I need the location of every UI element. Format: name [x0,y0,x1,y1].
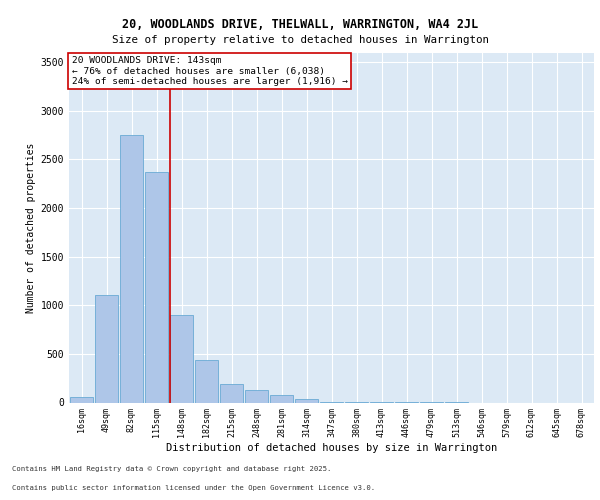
Bar [245,390,268,402]
X-axis label: Distribution of detached houses by size in Warrington: Distribution of detached houses by size … [166,443,497,453]
Text: 20, WOODLANDS DRIVE, THELWALL, WARRINGTON, WA4 2JL: 20, WOODLANDS DRIVE, THELWALL, WARRINGTO… [122,18,478,30]
Bar [70,396,93,402]
Text: 20 WOODLANDS DRIVE: 143sqm
← 76% of detached houses are smaller (6,038)
24% of s: 20 WOODLANDS DRIVE: 143sqm ← 76% of deta… [71,56,347,86]
Bar [295,399,318,402]
Text: Contains HM Land Registry data © Crown copyright and database right 2025.: Contains HM Land Registry data © Crown c… [12,466,331,472]
Text: Size of property relative to detached houses in Warrington: Size of property relative to detached ho… [112,35,488,45]
Bar [195,360,218,403]
Bar [220,384,243,402]
Bar [145,172,168,402]
Bar [95,294,118,403]
Bar [120,135,143,402]
Bar [170,315,193,402]
Bar [270,394,293,402]
Y-axis label: Number of detached properties: Number of detached properties [26,142,37,312]
Text: Contains public sector information licensed under the Open Government Licence v3: Contains public sector information licen… [12,485,375,491]
